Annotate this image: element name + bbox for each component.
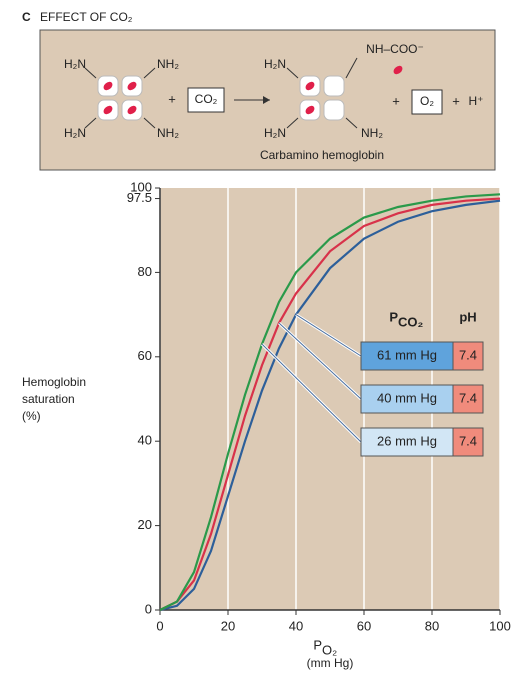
y-tick-label: 40 xyxy=(138,433,152,448)
group-label: NH₂ xyxy=(157,57,179,71)
ph-label: 7.4 xyxy=(459,433,477,448)
x-axis-label-sub: O₂ xyxy=(322,642,337,657)
x-axis-label: P xyxy=(313,637,322,652)
group-label: H₂N xyxy=(264,57,286,71)
y-tick-label: 20 xyxy=(138,517,152,532)
reactant-box xyxy=(187,87,225,113)
group-label: NH–COO⁻ xyxy=(366,42,424,56)
x-axis-unit: (mm Hg) xyxy=(307,656,354,670)
y-axis-label: Hemoglobin xyxy=(22,375,86,389)
legend-box xyxy=(360,427,454,457)
arrow-head xyxy=(263,96,270,104)
product-box xyxy=(411,89,443,115)
plus: + xyxy=(168,91,176,106)
y-tick-label: 60 xyxy=(138,348,152,363)
x-tick-label: 60 xyxy=(357,618,371,633)
legend-header: pH xyxy=(459,309,476,324)
product: O₂ xyxy=(420,94,434,108)
y-tick-label: 97.5 xyxy=(127,190,152,205)
y-tick-label: 80 xyxy=(138,264,152,279)
legend-label: 40 mm Hg xyxy=(377,390,437,405)
plus: + xyxy=(452,93,460,108)
group-label: H₂N xyxy=(264,126,286,140)
group-label: H₂N xyxy=(64,126,86,140)
legend-header-sub: CO₂ xyxy=(398,314,424,329)
x-tick-label: 40 xyxy=(289,618,303,633)
chart: 0 20 40 60 80 10002040608097.5100Hemoglobinsa… xyxy=(22,179,511,670)
ph-label: 7.4 xyxy=(459,347,477,362)
x-tick-label: 20 xyxy=(221,618,235,633)
hemoglobin-right xyxy=(286,57,358,129)
curve xyxy=(159,199,501,612)
ph-label: 7.4 xyxy=(459,390,477,405)
group-label: NH₂ xyxy=(157,126,179,140)
legend-label: 26 mm Hg xyxy=(377,433,437,448)
curve xyxy=(159,193,501,611)
ph-box xyxy=(452,384,484,414)
legend-box xyxy=(360,341,454,371)
caption: Carbamino hemoglobin xyxy=(260,148,384,162)
legend-pointer xyxy=(261,343,362,443)
panel-title: EFFECT OF CO₂ xyxy=(40,10,133,24)
group-label: H₂N xyxy=(64,57,86,71)
proton: H⁺ xyxy=(469,94,484,108)
x-tick-label: 100 xyxy=(489,618,511,633)
legend-box xyxy=(360,384,454,414)
ph-box xyxy=(452,341,484,371)
legend-header: P xyxy=(389,309,398,324)
ph-box xyxy=(452,427,484,457)
group-label: NH₂ xyxy=(361,126,383,140)
x-tick-label: 0 xyxy=(156,618,163,633)
legend-pointer xyxy=(295,314,362,357)
panel-letter: C xyxy=(22,10,31,24)
y-axis-label: saturation xyxy=(22,392,75,406)
legend-pointer xyxy=(278,322,362,400)
reactant: CO₂ xyxy=(195,92,218,106)
x-tick-label: 80 xyxy=(425,618,439,633)
y-tick-label: 0 xyxy=(145,601,152,616)
y-tick-label: 100 xyxy=(130,179,152,194)
y-axis-label: (%) xyxy=(22,409,41,423)
plus: + xyxy=(392,93,400,108)
hemoglobin-left xyxy=(84,67,156,129)
legend-label: 61 mm Hg xyxy=(377,347,437,362)
